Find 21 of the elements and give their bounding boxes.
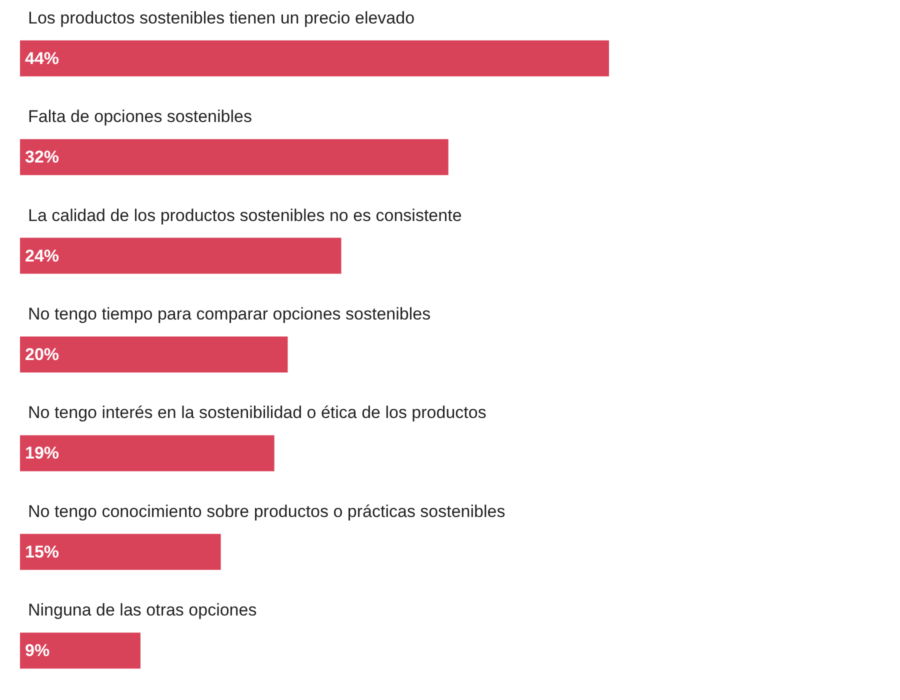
bar [20,435,274,472]
data-label: 15% [25,542,60,562]
y-tick-label: La calidad de los productos sostenibles no es consistente [28,206,462,225]
data-label: 19% [25,444,60,463]
y-tick-label: Falta de opciones sostenibles [28,107,252,126]
y-tick-label: No tengo conocimiento sobre productos o prácticas sostenibles [28,502,506,521]
data-label: 32% [25,148,60,167]
bar [20,40,609,76]
data-label: 9% [25,641,50,660]
y-tick-label: No tengo tiempo para comparar opciones sostenibles [28,304,431,324]
bar [20,534,221,570]
bar [20,238,342,274]
bar [20,632,140,669]
bar [20,139,448,176]
data-label: 24% [25,246,60,266]
bar [20,336,288,372]
data-label: 44% [25,48,60,68]
data-label: 20% [25,345,60,364]
y-tick-label: Los productos sostenibles tienen un precio elevado [28,8,415,28]
y-tick-label: Ninguna de las otras opciones [28,600,257,620]
y-tick-label: No tengo interés en la sostenibilidad o ética de los productos [28,403,486,422]
